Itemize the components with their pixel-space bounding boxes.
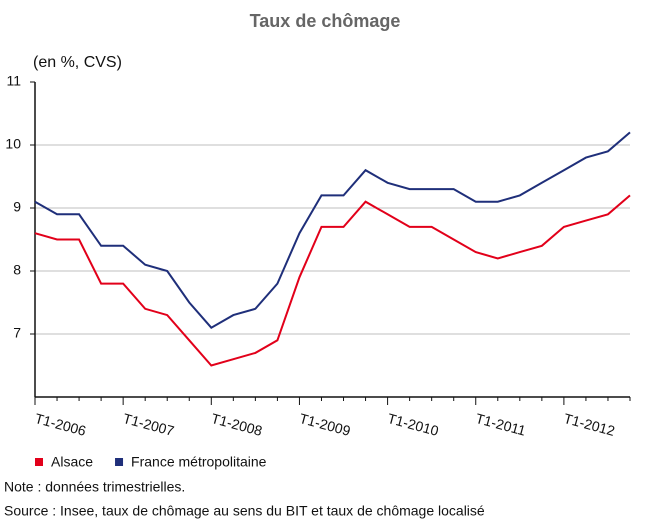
y-tick-label: 7 xyxy=(13,325,21,341)
y-tick-label: 10 xyxy=(5,136,21,152)
legend-label: France métropolitaine xyxy=(131,454,267,470)
note: Note : données trimestrielles. xyxy=(4,479,185,495)
x-tick-label: T1-2011 xyxy=(474,410,528,439)
source: Source : Insee, taux de chômage au sens … xyxy=(4,503,485,519)
x-tick-label: T1-2006 xyxy=(33,410,88,439)
y-tick-label: 11 xyxy=(6,73,21,89)
legend-label: Alsace xyxy=(51,454,93,470)
line xyxy=(34,194,631,367)
y-tick-label: 8 xyxy=(13,262,21,278)
y-tick-label: 9 xyxy=(13,199,21,215)
chart-title: Taux de chômage xyxy=(250,11,401,31)
legend-swatch xyxy=(115,458,124,466)
x-tick-label: T1-2008 xyxy=(210,410,265,439)
y-axis-label: (en %, CVS) xyxy=(33,54,122,71)
x-tick-label: T1-2007 xyxy=(121,410,176,439)
line xyxy=(34,131,631,329)
legend-swatch xyxy=(35,458,43,466)
x-tick-label: T1-2009 xyxy=(298,410,353,439)
x-tick-label: T1-2012 xyxy=(562,410,617,439)
x-tick-label: T1-2010 xyxy=(386,410,441,439)
